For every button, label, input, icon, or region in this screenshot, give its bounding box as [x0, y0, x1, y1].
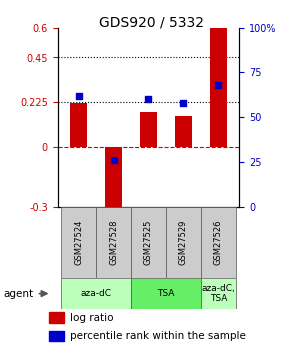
- Text: GSM27529: GSM27529: [179, 220, 188, 265]
- Text: GSM27526: GSM27526: [214, 220, 223, 265]
- Bar: [131, 278, 201, 309]
- Text: log ratio: log ratio: [70, 313, 114, 323]
- Point: [76, 93, 81, 99]
- Bar: [201, 207, 236, 278]
- Bar: [201, 278, 236, 309]
- Text: aza-dC,
TSA: aza-dC, TSA: [201, 284, 235, 303]
- Bar: [166, 207, 201, 278]
- Text: aza-dC: aza-dC: [81, 289, 112, 298]
- Text: percentile rank within the sample: percentile rank within the sample: [70, 331, 246, 341]
- Bar: [210, 26, 227, 147]
- Text: TSA: TSA: [157, 289, 175, 298]
- Point: [111, 158, 116, 163]
- Bar: [61, 278, 131, 309]
- Bar: [70, 104, 87, 147]
- Text: GSM27528: GSM27528: [109, 220, 118, 265]
- Bar: [49, 331, 64, 342]
- Point: [146, 97, 151, 102]
- Bar: [140, 112, 157, 147]
- Bar: [131, 207, 166, 278]
- Text: GSM27524: GSM27524: [74, 220, 83, 265]
- Text: agent: agent: [3, 289, 33, 299]
- Bar: [96, 207, 131, 278]
- Point: [181, 100, 186, 106]
- Bar: [175, 116, 192, 147]
- Bar: [61, 207, 96, 278]
- Point: [216, 82, 221, 88]
- Text: GDS920 / 5332: GDS920 / 5332: [99, 16, 204, 30]
- Text: GSM27525: GSM27525: [144, 220, 153, 265]
- Bar: [105, 147, 122, 213]
- Bar: [49, 313, 64, 323]
